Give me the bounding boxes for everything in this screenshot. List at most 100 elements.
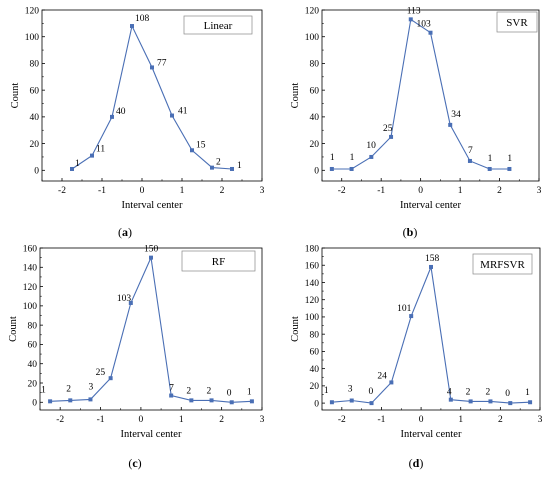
y-tick-label: 120 (25, 6, 40, 16)
panel-letter: d (413, 456, 420, 470)
data-label: 1 (488, 154, 493, 164)
data-point (70, 166, 74, 171)
y-axis-title: Count (8, 316, 19, 342)
y-axis-title: Count (290, 83, 301, 109)
data-label: 2 (186, 386, 191, 396)
x-tick-label: 3 (260, 186, 265, 196)
y-tick-label: 100 (23, 302, 38, 312)
legend-entry: SVR (506, 17, 528, 29)
data-label: 1 (507, 154, 512, 164)
data-point (229, 400, 234, 405)
data-point (130, 24, 134, 29)
data-label: 15 (196, 140, 206, 150)
y-tick-label: 0 (314, 399, 319, 409)
data-label: 0 (227, 388, 232, 398)
y-tick-label: 80 (28, 321, 38, 331)
data-label: 108 (135, 14, 150, 24)
data-label: 25 (383, 124, 393, 134)
data-label: 0 (505, 389, 510, 399)
y-tick-label: 140 (305, 279, 320, 289)
data-label: 1 (324, 386, 329, 396)
y-tick-label: 120 (305, 6, 320, 16)
data-point (428, 30, 433, 35)
data-label: 1 (350, 153, 355, 163)
data-point (507, 166, 512, 171)
y-tick-label: 180 (305, 244, 320, 254)
data-point (369, 401, 374, 406)
data-label: 24 (377, 371, 387, 381)
x-tick-label: 3 (538, 415, 543, 425)
x-tick-label: 2 (498, 415, 503, 425)
data-point (448, 397, 453, 402)
data-label: 1 (75, 159, 80, 169)
x-axis-title: Interval center (121, 429, 182, 440)
data-label: 2 (485, 387, 490, 397)
x-axis-title: Interval center (122, 200, 183, 211)
y-tick-label: 0 (314, 167, 319, 177)
data-label: 25 (96, 368, 106, 378)
x-tick-label: -1 (377, 186, 385, 196)
data-label: 2 (66, 384, 71, 394)
data-label: 41 (178, 107, 188, 117)
x-tick-label: 0 (418, 186, 423, 196)
x-tick-label: 1 (458, 186, 463, 196)
y-tick-label: 20 (310, 140, 320, 150)
panel-letter: c (132, 456, 138, 470)
data-point (149, 255, 153, 260)
series-line (331, 18, 510, 170)
legend-box (181, 250, 256, 272)
y-axis-title: Count (10, 83, 21, 109)
legend-box (472, 253, 533, 275)
data-label: 2 (207, 386, 212, 396)
y-tick-label: 40 (30, 113, 40, 123)
y-tick-label: 160 (305, 262, 320, 272)
data-label: 158 (425, 254, 440, 264)
series-line (50, 255, 252, 403)
y-tick-label: 120 (23, 283, 38, 293)
data-point (210, 165, 214, 170)
data-point (349, 166, 354, 171)
y-tick-label: 0 (32, 399, 37, 409)
series-line (331, 264, 531, 404)
data-point (169, 393, 174, 398)
y-tick-label: 0 (34, 167, 39, 177)
x-tick-label: 2 (219, 415, 224, 425)
data-point (429, 264, 433, 269)
data-label: 113 (407, 6, 421, 16)
y-tick-label: 40 (310, 365, 320, 375)
y-tick-label: 80 (310, 60, 320, 70)
data-point (389, 134, 394, 139)
y-tick-label: 60 (310, 348, 320, 358)
data-point (170, 113, 174, 118)
data-label: 1 (330, 153, 335, 163)
data-point (88, 397, 93, 402)
data-point (487, 166, 492, 171)
y-tick-label: 40 (28, 360, 38, 370)
data-point (369, 154, 374, 159)
data-point (190, 148, 194, 153)
data-point (488, 399, 493, 404)
panel-caption: (c) (128, 456, 141, 470)
data-label: 1 (525, 388, 530, 398)
data-point (329, 166, 334, 171)
x-tick-label: 3 (260, 415, 265, 425)
x-axis-title: Interval center (401, 429, 462, 440)
data-point (108, 376, 113, 381)
data-point (409, 314, 414, 319)
chart-panel-b: -2 -1 0 1 2 3 0 20 40 60 80 100 120 Interval center Co… (290, 6, 542, 239)
data-point (408, 17, 413, 22)
y-tick-label: 60 (310, 86, 320, 96)
x-tick-label: 1 (458, 415, 463, 425)
plot-frame (321, 247, 541, 411)
panel-caption: (b) (403, 225, 418, 239)
data-label: 2 (216, 158, 221, 168)
x-tick-label: 0 (140, 186, 145, 196)
x-tick-label: -1 (97, 415, 105, 425)
data-point (329, 400, 334, 405)
data-label: 4 (447, 388, 452, 398)
data-point (209, 398, 214, 403)
data-label: 11 (96, 145, 105, 155)
x-tick-label: -2 (338, 186, 346, 196)
data-label: 77 (157, 58, 167, 68)
